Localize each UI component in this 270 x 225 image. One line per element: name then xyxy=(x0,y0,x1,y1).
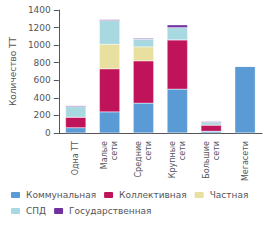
svg-text:1000: 1000 xyxy=(28,40,51,50)
svg-text:Одна ТТ: Одна ТТ xyxy=(71,141,80,175)
svg-text:сети: сети xyxy=(212,141,221,160)
svg-text:Крупные: Крупные xyxy=(168,141,177,178)
svg-text:Средние: Средние xyxy=(134,141,143,178)
svg-text:200: 200 xyxy=(34,110,51,120)
svg-text:600: 600 xyxy=(34,75,51,85)
svg-text:СПД: СПД xyxy=(26,206,46,216)
svg-text:сети: сети xyxy=(178,141,187,160)
svg-text:Большие: Большие xyxy=(202,141,211,179)
svg-text:1200: 1200 xyxy=(28,23,51,33)
svg-text:Частная: Частная xyxy=(210,190,249,200)
svg-text:800: 800 xyxy=(34,58,51,68)
svg-text:Мегасети: Мегасети xyxy=(241,141,250,181)
svg-text:сети: сети xyxy=(144,141,153,160)
svg-text:Государственная: Государственная xyxy=(69,206,151,216)
svg-text:400: 400 xyxy=(34,93,51,103)
svg-text:Коллективная: Коллективная xyxy=(119,190,187,200)
svg-text:0: 0 xyxy=(45,128,51,138)
svg-text:сети: сети xyxy=(110,141,119,160)
svg-text:1400: 1400 xyxy=(28,5,51,15)
svg-text:Коммунальная: Коммунальная xyxy=(26,190,96,200)
svg-text:Малые: Малые xyxy=(100,141,109,169)
svg-text:Количество ТТ: Количество ТТ xyxy=(8,36,18,106)
